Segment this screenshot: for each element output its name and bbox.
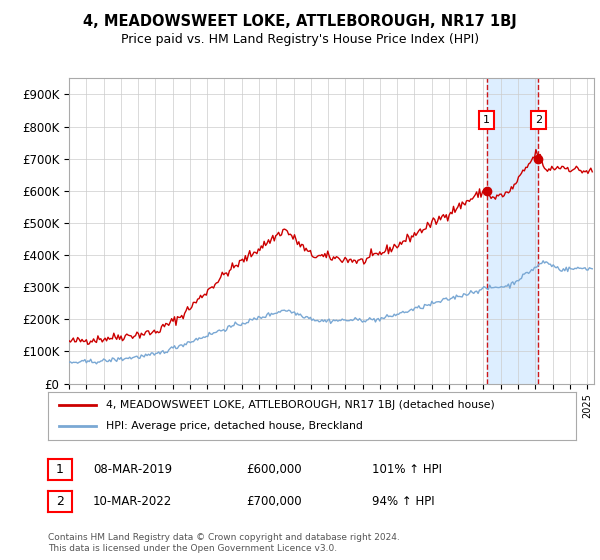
Text: 4, MEADOWSWEET LOKE, ATTLEBOROUGH, NR17 1BJ (detached house): 4, MEADOWSWEET LOKE, ATTLEBOROUGH, NR17 … xyxy=(106,400,495,410)
Text: Contains HM Land Registry data © Crown copyright and database right 2024.
This d: Contains HM Land Registry data © Crown c… xyxy=(48,533,400,553)
Text: 1: 1 xyxy=(483,115,490,125)
Text: 2: 2 xyxy=(535,115,542,125)
Text: 2: 2 xyxy=(56,494,64,508)
Bar xyxy=(487,78,538,384)
Text: HPI: Average price, detached house, Breckland: HPI: Average price, detached house, Brec… xyxy=(106,421,363,431)
Text: 1: 1 xyxy=(56,463,64,476)
Text: 94% ↑ HPI: 94% ↑ HPI xyxy=(372,494,434,508)
Text: 08-MAR-2019: 08-MAR-2019 xyxy=(93,463,172,476)
Text: Price paid vs. HM Land Registry's House Price Index (HPI): Price paid vs. HM Land Registry's House … xyxy=(121,32,479,46)
Text: 101% ↑ HPI: 101% ↑ HPI xyxy=(372,463,442,476)
Text: £600,000: £600,000 xyxy=(246,463,302,476)
Text: 4, MEADOWSWEET LOKE, ATTLEBOROUGH, NR17 1BJ: 4, MEADOWSWEET LOKE, ATTLEBOROUGH, NR17 … xyxy=(83,14,517,29)
Text: £700,000: £700,000 xyxy=(246,494,302,508)
Text: 10-MAR-2022: 10-MAR-2022 xyxy=(93,494,172,508)
